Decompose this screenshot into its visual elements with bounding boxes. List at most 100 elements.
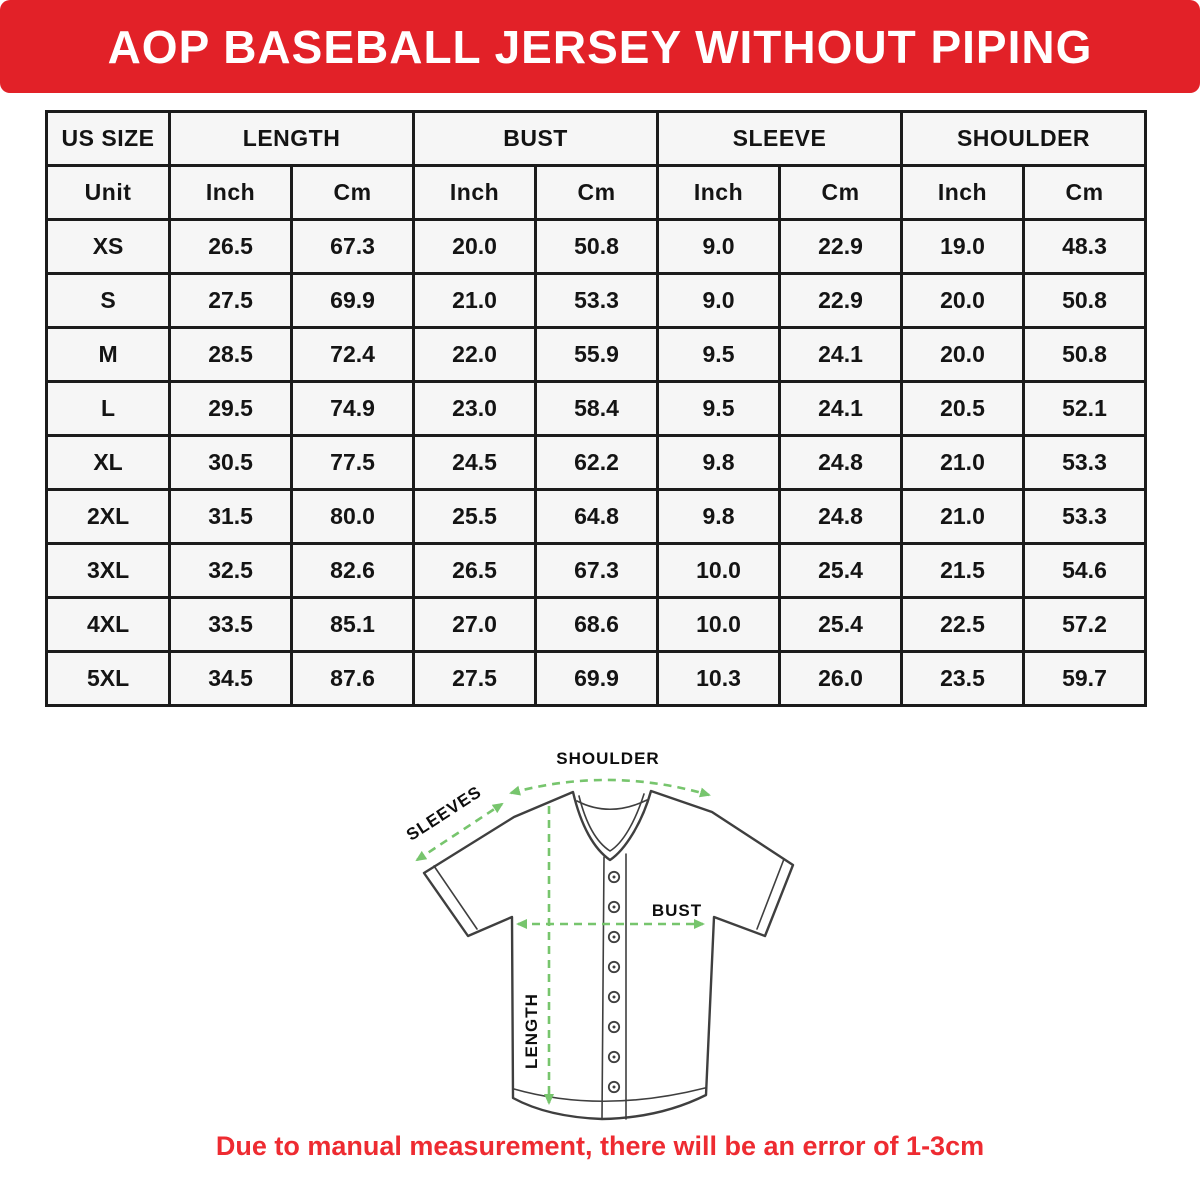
col-header-bust: BUST	[412, 110, 660, 167]
value-cell: 29.5	[168, 380, 294, 437]
value-cell: 31.5	[168, 488, 294, 545]
size-cell: 3XL	[44, 542, 172, 599]
size-table-container: US SIZE LENGTH BUST SLEEVE SHOULDER Unit…	[44, 110, 1148, 707]
value-cell: 72.4	[290, 326, 416, 383]
value-cell: 25.4	[778, 596, 903, 653]
value-cell: 24.5	[412, 434, 538, 491]
value-cell: 62.2	[534, 434, 660, 491]
left-cuff-line	[433, 865, 478, 930]
value-cell: 32.5	[168, 542, 294, 599]
value-cell: 80.0	[290, 488, 416, 545]
unit-cell: Cm	[290, 164, 416, 221]
table-row: 4XL 33.5 85.1 27.0 68.6 10.0 25.4 22.5 57.2	[44, 596, 1148, 653]
collar-inner-line	[578, 793, 645, 852]
value-cell: 30.5	[168, 434, 294, 491]
value-cell: 22.9	[778, 272, 903, 329]
value-cell: 58.4	[534, 380, 660, 437]
size-cell: 5XL	[44, 650, 172, 707]
value-cell: 23.5	[899, 650, 1025, 707]
value-cell: 25.4	[778, 542, 903, 599]
title-banner: AOP BASEBALL JERSEY WITHOUT PIPING	[0, 0, 1200, 93]
page-title: AOP BASEBALL JERSEY WITHOUT PIPING	[107, 20, 1093, 73]
right-cuff-line	[756, 858, 785, 930]
size-cell: M	[44, 326, 172, 383]
value-cell: 26.5	[412, 542, 538, 599]
value-cell: 27.5	[168, 272, 294, 329]
table-group-header-row: US SIZE LENGTH BUST SLEEVE SHOULDER	[44, 110, 1148, 167]
table-row: L 29.5 74.9 23.0 58.4 9.5 24.1 20.5 52.1	[44, 380, 1148, 437]
value-cell: 27.0	[412, 596, 538, 653]
value-cell: 59.7	[1021, 650, 1148, 707]
length-label: LENGTH	[522, 993, 541, 1069]
value-cell: 67.3	[534, 542, 660, 599]
value-cell: 26.5	[168, 218, 294, 275]
unit-cell: Cm	[778, 164, 903, 221]
value-cell: 52.1	[1021, 380, 1148, 437]
unit-cell: Inch	[412, 164, 538, 221]
col-header-sleeve: SLEEVE	[656, 110, 903, 167]
placket-left-line	[601, 856, 605, 1119]
value-cell: 28.5	[168, 326, 294, 383]
value-cell: 68.6	[534, 596, 660, 653]
value-cell: 24.8	[778, 434, 903, 491]
size-cell: 2XL	[44, 488, 172, 545]
value-cell: 64.8	[534, 488, 660, 545]
table-row: 2XL 31.5 80.0 25.5 64.8 9.8 24.8 21.0 53.3	[44, 488, 1148, 545]
sleeves-label: SLEEVES	[403, 782, 485, 844]
value-cell: 50.8	[1021, 326, 1148, 383]
shoulder-arrow	[509, 778, 711, 798]
unit-cell: Inch	[656, 164, 781, 221]
value-cell: 24.8	[778, 488, 903, 545]
value-cell: 19.0	[899, 218, 1025, 275]
jersey-outline	[422, 789, 795, 1121]
col-header-length: LENGTH	[168, 110, 416, 167]
measurement-note: Due to manual measurement, there will be…	[215, 1131, 985, 1161]
unit-cell: Cm	[1021, 164, 1148, 221]
value-cell: 55.9	[534, 326, 660, 383]
button-icons	[607, 870, 621, 1094]
value-cell: 77.5	[290, 434, 416, 491]
value-cell: 85.1	[290, 596, 416, 653]
jersey-diagram-svg: SHOULDER SLEEVES BUST LENGTH	[403, 749, 795, 1121]
value-cell: 23.0	[412, 380, 538, 437]
value-cell: 10.0	[656, 542, 781, 599]
value-cell: 87.6	[290, 650, 416, 707]
value-cell: 21.5	[899, 542, 1025, 599]
value-cell: 69.9	[534, 650, 660, 707]
value-cell: 20.5	[899, 380, 1025, 437]
value-cell: 10.3	[656, 650, 781, 707]
value-cell: 22.0	[412, 326, 538, 383]
table-row: S 27.5 69.9 21.0 53.3 9.0 22.9 20.0 50.8	[44, 272, 1148, 329]
value-cell: 20.0	[899, 326, 1025, 383]
size-cell: L	[44, 380, 172, 437]
value-cell: 48.3	[1021, 218, 1148, 275]
hem-line	[513, 1087, 706, 1103]
value-cell: 22.5	[899, 596, 1025, 653]
unit-cell: Cm	[534, 164, 660, 221]
value-cell: 9.5	[656, 380, 781, 437]
size-cell: XL	[44, 434, 172, 491]
sleeves-arrow	[415, 802, 504, 862]
value-cell: 9.0	[656, 272, 781, 329]
value-cell: 67.3	[290, 218, 416, 275]
value-cell: 9.8	[656, 434, 781, 491]
back-collar-line	[576, 799, 648, 810]
value-cell: 33.5	[168, 596, 294, 653]
table-row: M 28.5 72.4 22.0 55.9 9.5 24.1 20.0 50.8	[44, 326, 1148, 383]
table-unit-header-row: Unit Inch Cm Inch Cm Inch Cm Inch Cm	[44, 164, 1148, 221]
value-cell: 9.0	[656, 218, 781, 275]
value-cell: 20.0	[412, 218, 538, 275]
value-cell: 20.0	[899, 272, 1025, 329]
unit-cell: Inch	[168, 164, 294, 221]
col-header-shoulder: SHOULDER	[899, 110, 1148, 167]
value-cell: 24.1	[778, 326, 903, 383]
size-table-body: XS 26.5 67.3 20.0 50.8 9.0 22.9 19.0 48.3 S 27.5 69…	[44, 218, 1148, 707]
col-header-us-size: US SIZE	[44, 110, 172, 167]
value-cell: 69.9	[290, 272, 416, 329]
table-row: 5XL 34.5 87.6 27.5 69.9 10.3 26.0 23.5 59.7	[44, 650, 1148, 707]
value-cell: 22.9	[778, 218, 903, 275]
value-cell: 53.3	[1021, 488, 1148, 545]
value-cell: 25.5	[412, 488, 538, 545]
value-cell: 34.5	[168, 650, 294, 707]
